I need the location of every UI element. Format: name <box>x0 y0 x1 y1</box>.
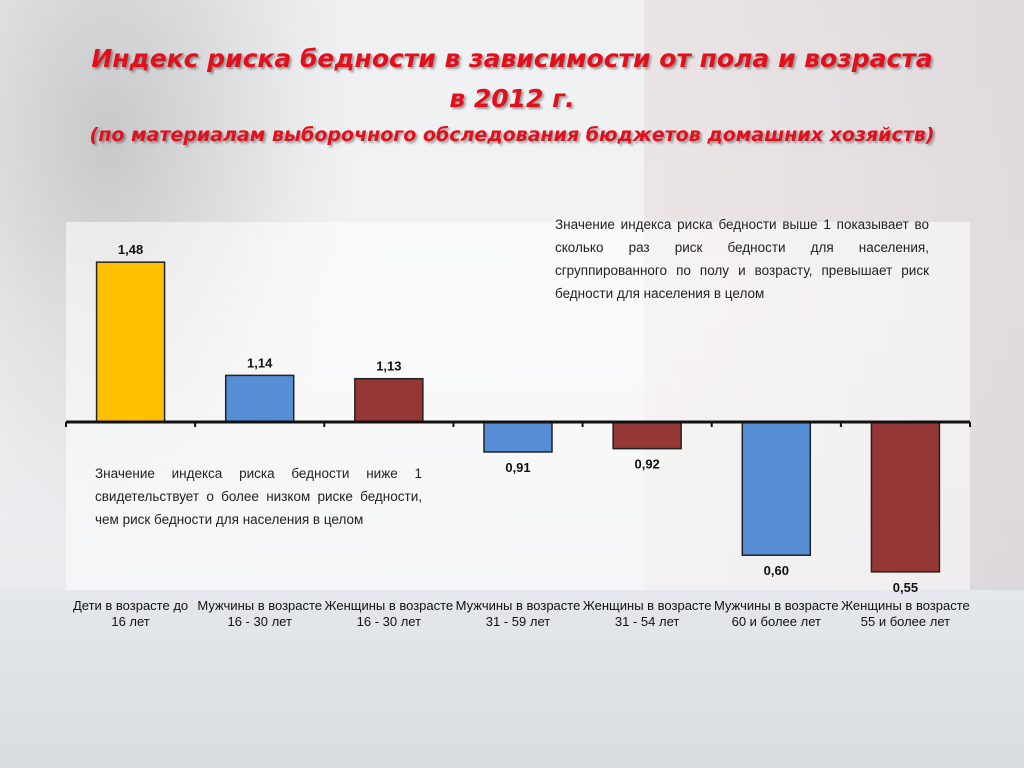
chart-title: Индекс риска бедности в зависимости от п… <box>91 44 933 73</box>
category-label: Женщины в возрасте 31 - 54 лет <box>582 598 712 629</box>
chart-subtitle: (по материалам выборочного обследования … <box>89 124 935 146</box>
category-label: Женщины в возрасте 55 и более лет <box>841 598 970 629</box>
bar <box>741 421 812 556</box>
bar <box>870 421 941 573</box>
background-street <box>0 590 1024 768</box>
bar <box>224 374 295 423</box>
data-label: 0,55 <box>893 580 918 595</box>
data-label: 0,91 <box>505 460 530 475</box>
category-label: Мужчины в возрасте 31 - 59 лет <box>455 598 581 629</box>
bar <box>95 261 166 423</box>
bar <box>354 377 424 423</box>
category-label: Дети в возрасте до 16 лет <box>72 598 189 629</box>
data-label: 1,48 <box>118 242 143 257</box>
data-label: 0,60 <box>764 563 789 578</box>
data-label: 1,14 <box>247 355 273 370</box>
note-above-one: Значение индекса риска бедности выше 1 п… <box>555 217 929 301</box>
data-label: 1,13 <box>376 359 401 374</box>
bar <box>483 421 553 453</box>
chart-title-year: в 2012 г. <box>449 84 575 113</box>
category-label: Женщины в возрасте 16 - 30 лет <box>324 598 454 629</box>
category-label: Мужчины в возрасте 16 - 30 лет <box>197 598 323 629</box>
bar <box>612 421 682 450</box>
data-label: 0,92 <box>634 457 659 472</box>
plot-area <box>66 222 970 590</box>
category-label: Мужчины в возрасте 60 и более лет <box>713 598 839 629</box>
note-below-one: Значение индекса риска бедности ниже 1 с… <box>95 466 422 527</box>
